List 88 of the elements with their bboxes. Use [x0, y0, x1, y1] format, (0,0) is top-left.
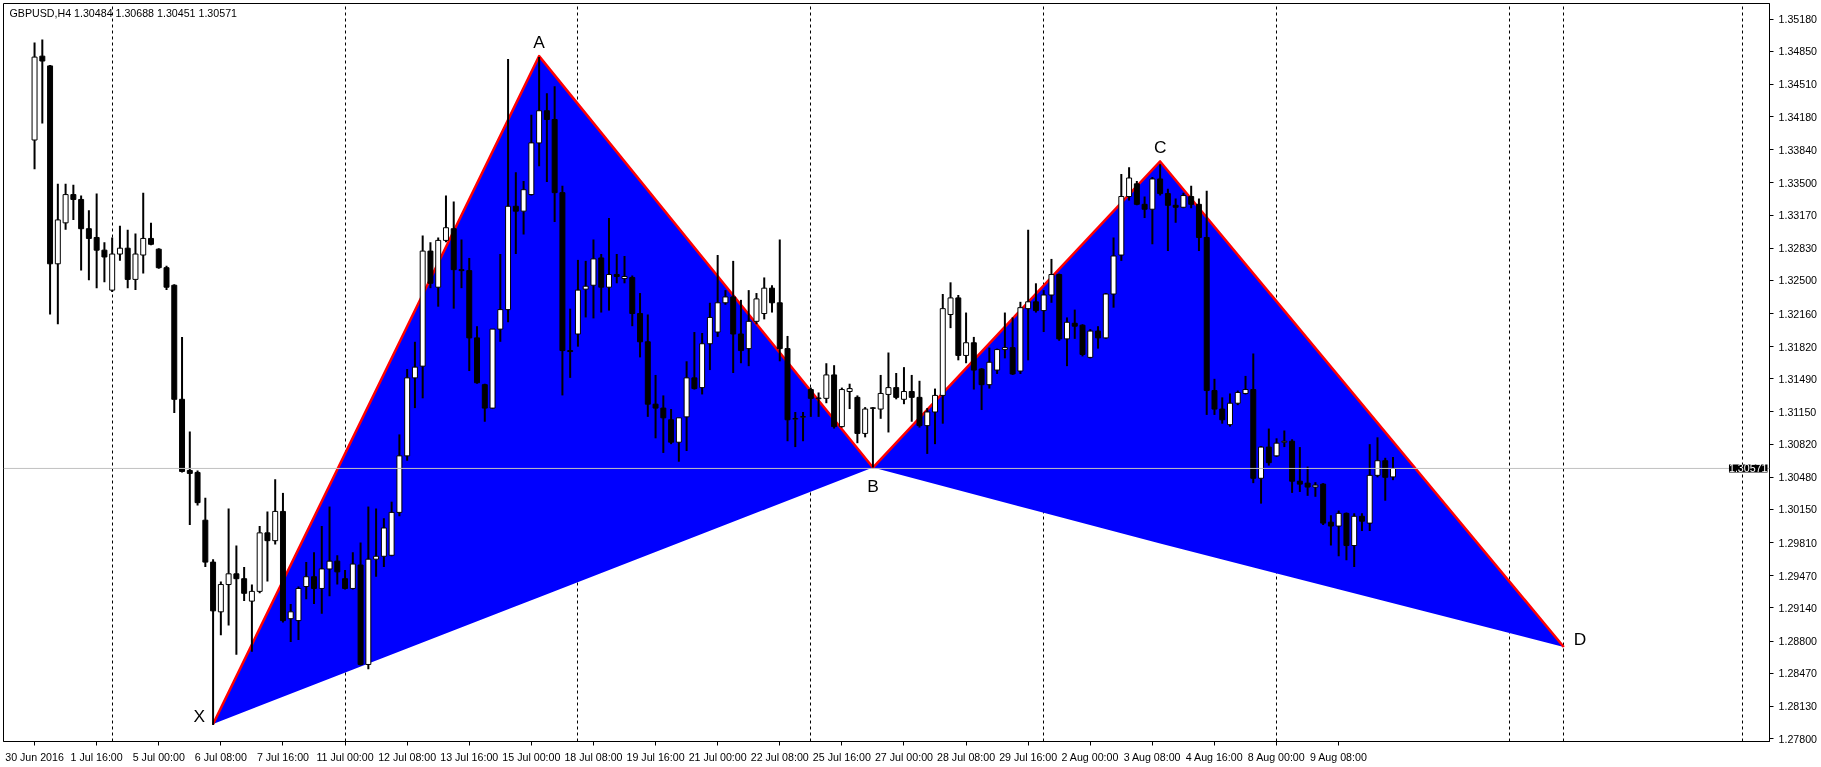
- x-tick-label: 13 Jul 16:00: [440, 750, 499, 763]
- x-tick-label: 4 Aug 16:00: [1185, 750, 1243, 763]
- x-tick-label: 3 Aug 08:00: [1123, 750, 1181, 763]
- y-tick-label: 1.27800: [1778, 732, 1818, 745]
- x-tick-label: 19 Jul 16:00: [626, 750, 685, 763]
- x-tick-label: 11 Jul 00:00: [316, 750, 374, 763]
- y-tick-label: 1.32500: [1778, 274, 1818, 287]
- ref-line-label: 1.30571: [1728, 462, 1768, 475]
- candlestick: [311, 551, 317, 606]
- candlestick: [963, 311, 970, 365]
- candlestick: [1001, 311, 1008, 360]
- candlestick: [1164, 187, 1171, 253]
- candlestick: [85, 209, 92, 282]
- candlestick: [994, 347, 1001, 375]
- candlestick: [932, 387, 938, 446]
- x-tick-label: 29 Jul 16:00: [999, 750, 1058, 763]
- candlestick: [1390, 456, 1396, 482]
- y-tick-label: 1.34510: [1778, 78, 1818, 91]
- candlestick: [582, 259, 589, 319]
- candlestick: [900, 366, 907, 406]
- candlestick: [1126, 166, 1133, 202]
- candlestick: [248, 583, 255, 653]
- y-tick-label: 1.28130: [1778, 700, 1818, 713]
- data-label: X: [193, 705, 206, 726]
- candlestick: [116, 224, 123, 262]
- candlestick: [1032, 282, 1039, 314]
- y-tick-label: 1.32160: [1778, 307, 1818, 320]
- candlestick: [660, 394, 667, 454]
- y-tick-label: 1.28800: [1778, 635, 1818, 648]
- data-label: B: [867, 475, 879, 496]
- candlestick: [442, 194, 449, 244]
- candlestick: [497, 253, 504, 343]
- candlestick: [737, 298, 744, 365]
- x-tick-label: 7 Jul 16:00: [256, 750, 310, 763]
- x-tick-label: 2 Aug 00:00: [1061, 750, 1119, 763]
- x-tick-label: 22 Jul 08:00: [750, 750, 809, 763]
- candlestick: [1219, 396, 1226, 425]
- x-tick-label: 27 Jul 00:00: [874, 750, 934, 763]
- candlestick: [1064, 316, 1070, 368]
- data-label: D: [1573, 628, 1587, 649]
- y-tick-label: 1.29810: [1778, 536, 1818, 549]
- candlestick: [606, 216, 612, 312]
- y-tick-label: 1.33170: [1778, 209, 1818, 222]
- x-tick-label: 12 Jul 08:00: [378, 750, 437, 763]
- candlestick: [1227, 392, 1233, 428]
- y-tick-label: 1.30820: [1778, 438, 1818, 451]
- candlestick: [373, 507, 380, 578]
- candlestick: [155, 247, 162, 270]
- candlestick: [869, 406, 876, 469]
- data-label: C: [1153, 137, 1167, 158]
- y-tick-label: 1.33500: [1778, 176, 1818, 189]
- x-tick-label: 6 Jul 08:00: [194, 750, 247, 763]
- candlestick: [411, 340, 418, 410]
- candlestick: [318, 525, 325, 615]
- y-tick-label: 1.34180: [1778, 110, 1818, 123]
- y-tick-label: 1.34850: [1778, 45, 1818, 58]
- candlestick: [668, 408, 675, 446]
- x-tick-label: 1 Jul 16:00: [70, 750, 123, 763]
- data-label: A: [533, 32, 546, 53]
- x-tick-label: 21 Jul 00:00: [688, 750, 747, 763]
- x-tick-label: 18 Jul 08:00: [564, 750, 623, 763]
- chart-title: GBPUSD,H4 1.30484 1.30688 1.30451 1.30571: [9, 6, 238, 19]
- x-tick-label: 25 Jul 16:00: [812, 750, 871, 763]
- x-tick-label: 5 Jul 00:00: [132, 750, 185, 763]
- candlestick: [543, 92, 550, 183]
- candlestick: [1095, 325, 1102, 350]
- candlestick: [93, 192, 100, 290]
- x-tick-label: 30 Jun 2016: [5, 750, 64, 763]
- y-tick-label: 1.28470: [1778, 667, 1818, 680]
- candlestick: [800, 410, 807, 443]
- y-tick-label: 1.33840: [1778, 143, 1818, 156]
- candlestick: [1327, 514, 1334, 547]
- y-tick-label: 1.31150: [1778, 405, 1817, 418]
- x-tick-label: 28 Jul 08:00: [937, 750, 996, 763]
- x-tick-label: 15 Jul 00:00: [502, 750, 561, 763]
- candlestick: [1040, 289, 1047, 334]
- y-tick-label: 1.29470: [1778, 569, 1818, 582]
- x-tick-label: 8 Aug 00:00: [1247, 750, 1305, 763]
- y-tick-label: 1.35180: [1778, 13, 1818, 26]
- y-tick-label: 1.32830: [1778, 242, 1818, 255]
- y-tick-label: 1.29140: [1778, 601, 1818, 614]
- y-tick-label: 1.31820: [1778, 340, 1818, 353]
- x-tick-label: 9 Aug 08:00: [1309, 750, 1367, 763]
- candlestick: [769, 284, 775, 314]
- y-tick-label: 1.30150: [1778, 503, 1818, 516]
- candlestick: [303, 561, 310, 601]
- y-tick-label: 1.31490: [1778, 372, 1818, 385]
- y-tick-label: 1.30480: [1778, 471, 1818, 484]
